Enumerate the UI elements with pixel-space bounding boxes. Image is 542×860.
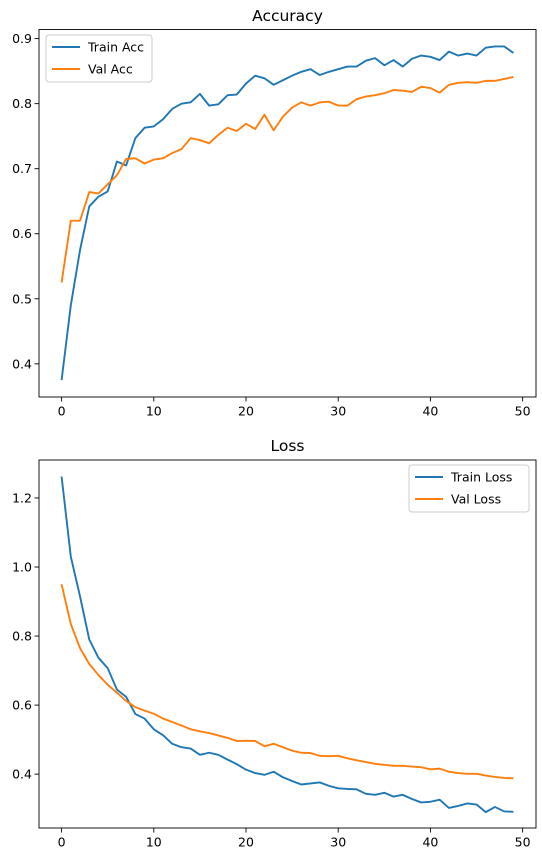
- loss-y-tick-label: 0.4: [12, 767, 32, 782]
- train-loss-line: [60, 476, 514, 814]
- legend-label-val-loss: Val Loss: [451, 492, 501, 507]
- loss-y-axis: 0.4 0.6 0.8 1.0 1.2: [12, 490, 39, 782]
- loss-legend: Train Loss Val Loss: [408, 464, 530, 513]
- loss-x-tick-label: 50: [515, 835, 531, 850]
- val-loss-line: [60, 584, 514, 780]
- legend-label-train-loss: Train Loss: [450, 470, 512, 485]
- val-acc-line: [60, 76, 514, 283]
- accuracy-y-tick-label: 0.7: [12, 161, 32, 176]
- accuracy-x-tick-label: 20: [238, 404, 254, 419]
- accuracy-x-tick-label: 0: [58, 404, 66, 419]
- loss-y-tick-label: 1.2: [12, 490, 32, 505]
- accuracy-axes-frame: [38, 29, 537, 398]
- loss-x-axis: 0 10 20 30 40 50: [58, 828, 531, 850]
- accuracy-y-tick-label: 0.6: [12, 226, 32, 241]
- loss-chart-title: Loss: [271, 437, 305, 455]
- train-acc-line: [60, 45, 514, 381]
- accuracy-x-tick-label: 10: [146, 404, 162, 419]
- accuracy-x-tick-label: 30: [330, 404, 346, 419]
- accuracy-x-tick-label: 50: [515, 404, 531, 419]
- accuracy-y-tick-label: 0.9: [12, 31, 32, 46]
- loss-x-tick-label: 0: [58, 835, 66, 850]
- loss-chart: Loss 0 10 20 30 40 50 0.4 0.6 0.8 1.0 1.2 Train L…: [12, 437, 537, 850]
- loss-y-tick-label: 0.6: [12, 698, 32, 713]
- loss-y-tick-label: 1.0: [12, 560, 32, 575]
- loss-x-tick-label: 20: [238, 835, 254, 850]
- loss-x-tick-label: 40: [422, 835, 438, 850]
- loss-x-tick-label: 10: [146, 835, 162, 850]
- accuracy-x-tick-label: 40: [422, 404, 438, 419]
- accuracy-y-tick-label: 0.8: [12, 96, 32, 111]
- accuracy-plot-area: [60, 45, 514, 381]
- loss-x-tick-label: 30: [330, 835, 346, 850]
- accuracy-chart: Accuracy 0 10 20 30 40 50 0.40.50.60.70.80.9 …: [12, 7, 537, 419]
- accuracy-legend: Train Acc Val Acc: [45, 34, 153, 83]
- loss-axes-frame: [38, 459, 537, 829]
- accuracy-y-tick-label: 0.4: [12, 356, 32, 371]
- accuracy-x-axis: 0 10 20 30 40 50: [58, 397, 531, 419]
- loss-y-tick-label: 0.8: [12, 629, 32, 644]
- legend-label-val-acc: Val Acc: [88, 62, 133, 77]
- accuracy-chart-title: Accuracy: [252, 7, 323, 25]
- loss-plot-area: [60, 476, 514, 814]
- legend-label-train-acc: Train Acc: [87, 40, 144, 55]
- accuracy-y-axis: 0.4 0.5 0.6 0.7 0.8 0.9: [12, 31, 39, 371]
- accuracy-y-tick-label: 0.5: [12, 291, 32, 306]
